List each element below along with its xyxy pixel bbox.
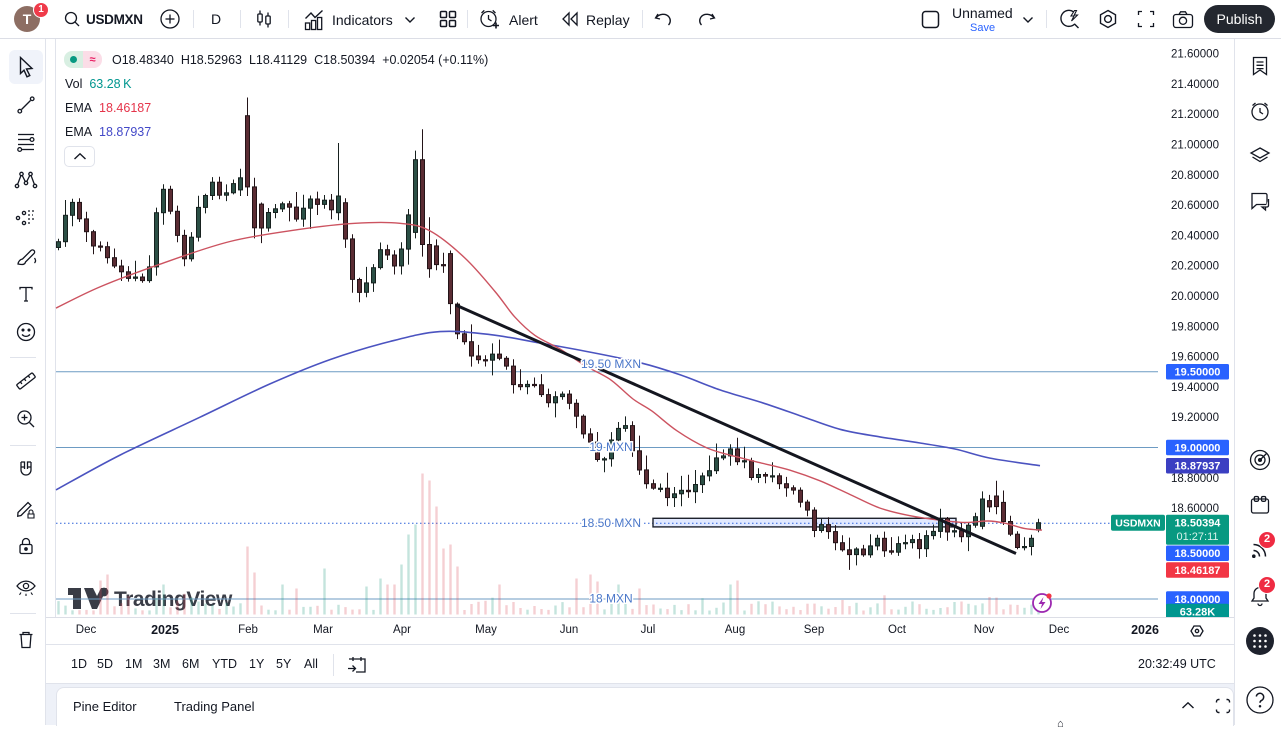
svg-text:20.20000: 20.20000 — [1171, 261, 1219, 273]
svg-text:19 MXN: 19 MXN — [589, 440, 632, 454]
svg-text:19.50 MXN: 19.50 MXN — [581, 357, 641, 371]
svg-text:18.50394: 18.50394 — [1175, 518, 1222, 530]
svg-text:19.50000: 19.50000 — [1175, 367, 1221, 379]
svg-text:21.00000: 21.00000 — [1171, 140, 1219, 152]
svg-text:21.40000: 21.40000 — [1171, 79, 1219, 91]
svg-text:21.20000: 21.20000 — [1171, 109, 1219, 121]
svg-text:19.00000: 19.00000 — [1175, 442, 1221, 454]
svg-text:18.87937: 18.87937 — [1175, 461, 1221, 473]
svg-text:19.40000: 19.40000 — [1171, 382, 1219, 394]
svg-text:21.60000: 21.60000 — [1171, 49, 1219, 61]
svg-text:18.60000: 18.60000 — [1171, 503, 1219, 515]
svg-text:18.50000: 18.50000 — [1175, 548, 1221, 560]
svg-text:18.80000: 18.80000 — [1171, 473, 1219, 485]
svg-text:20.80000: 20.80000 — [1171, 170, 1219, 182]
svg-text:01:27:11: 01:27:11 — [1176, 531, 1218, 543]
svg-text:19.80000: 19.80000 — [1171, 321, 1219, 333]
svg-text:63.28K: 63.28K — [1180, 606, 1216, 617]
svg-text:20.60000: 20.60000 — [1171, 200, 1219, 212]
svg-text:19.20000: 19.20000 — [1171, 412, 1219, 424]
svg-text:19.60000: 19.60000 — [1171, 352, 1219, 364]
svg-text:18.00000: 18.00000 — [1175, 594, 1221, 606]
svg-text:18 MXN: 18 MXN — [589, 592, 632, 606]
svg-text:20.40000: 20.40000 — [1171, 230, 1219, 242]
svg-text:18.50 MXN: 18.50 MXN — [581, 516, 641, 530]
svg-text:18.46187: 18.46187 — [1175, 565, 1221, 577]
svg-text:20.00000: 20.00000 — [1171, 291, 1219, 303]
svg-text:USDMXN: USDMXN — [1115, 518, 1161, 530]
